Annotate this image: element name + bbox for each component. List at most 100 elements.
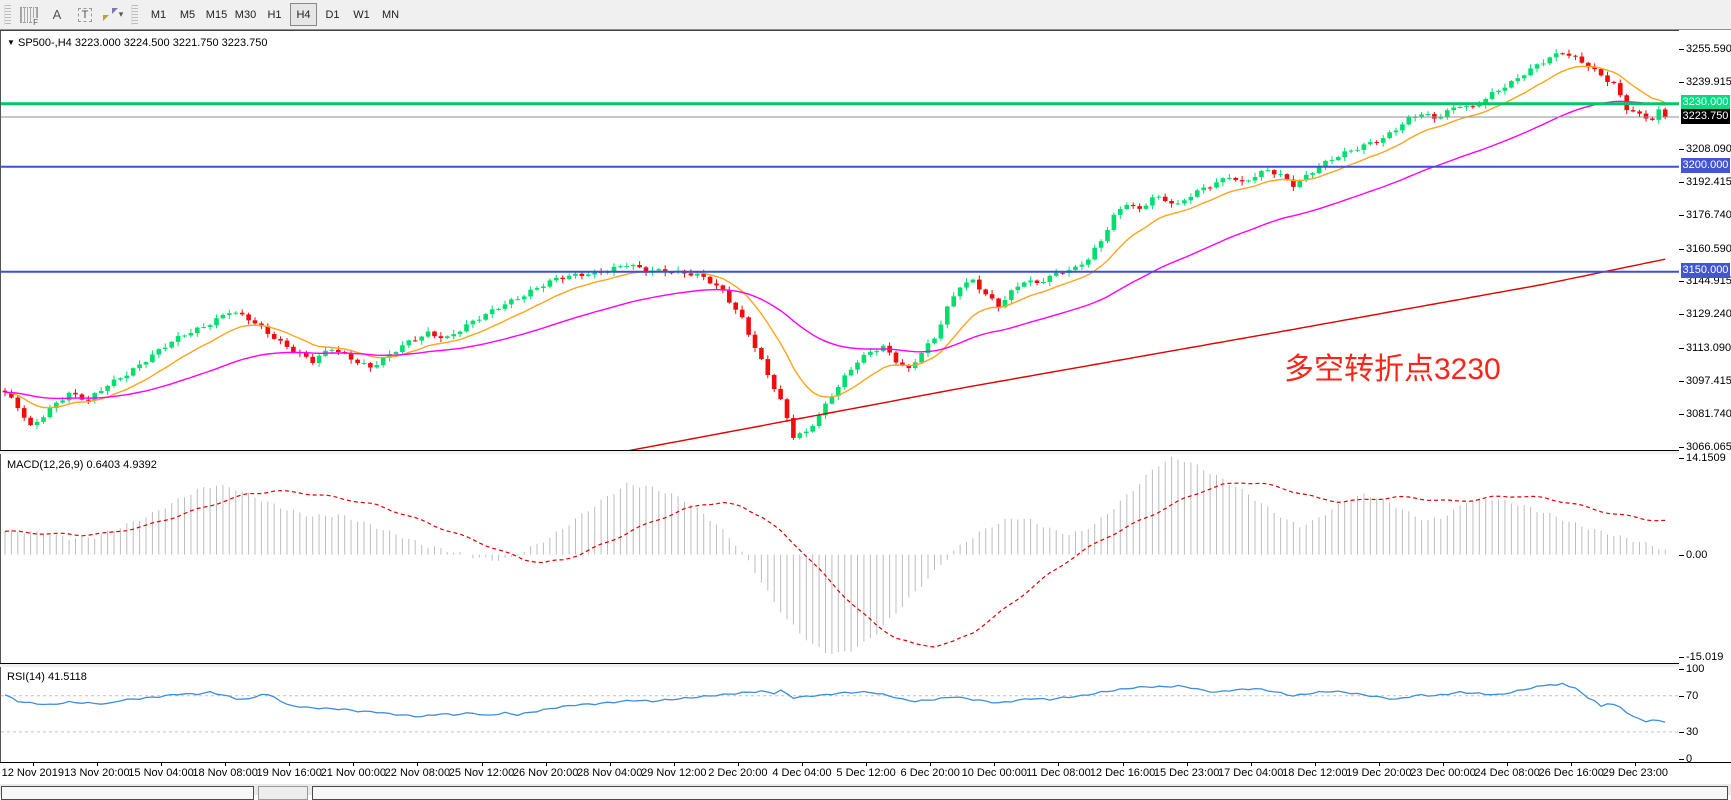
rsi-tick-label: 0 [1686,752,1693,765]
status-bar-segment [312,786,1728,800]
date-tick-mark [1507,763,1509,766]
date-label: 17 Dec 04:00 [1217,767,1284,779]
arrow-label-icon[interactable]: A [52,7,62,22]
date-label: 12 Dec 16:00 [1089,767,1156,779]
date-tick-mark [225,763,227,766]
date-tick-mark [32,763,34,766]
text-tool-icon[interactable]: T [73,3,97,27]
date-label: 21 Nov 00:00 [320,767,387,779]
date-label: 24 Dec 08:00 [1474,767,1540,779]
timeframe-button-m5[interactable]: M5 [179,8,196,21]
dropdown-caret-icon: ▾ [118,9,124,19]
macd-indicator-panel[interactable] [0,454,1680,663]
rsi-indicator-panel[interactable] [0,667,1680,762]
axis-tick-mark [1679,248,1684,250]
price-badge: 3230.000 [1681,95,1730,111]
grid-properties-icon[interactable]: F [17,3,41,27]
axis-tick-mark [1679,214,1684,216]
price-badge: 3150.000 [1681,263,1730,279]
price-badge: 3200.000 [1681,158,1730,174]
axis-tick-mark [1679,381,1684,383]
slow-ma-line [623,258,1666,451]
price-tick-label: 3239.915 [1686,76,1731,88]
date-tick-mark [481,763,483,766]
date-tick-mark [994,763,996,766]
macd-tick-label: 0.00 [1686,548,1708,561]
timeframe-button-mn[interactable]: MN [381,8,400,21]
timeframe-button-h1[interactable]: H1 [267,8,282,21]
timeframe-toolbar-grip[interactable] [131,4,138,25]
date-label: 28 Nov 04:00 [576,767,643,779]
main-price-chart[interactable] [0,30,1680,451]
date-label: 2 Dec 20:00 [708,767,768,779]
date-label: 5 Dec 12:00 [836,767,896,779]
date-label: 18 Dec 12:00 [1282,767,1348,779]
date-tick-mark [737,763,739,766]
rsi-tick-label: 30 [1686,725,1699,738]
toolbar-grip[interactable] [4,4,11,25]
date-label: 6 Dec 20:00 [900,767,960,779]
macd-signal-line [4,482,1666,648]
timeframe-button-d1[interactable]: D1 [325,8,340,21]
price-tick-label: 3081.740 [1686,408,1731,420]
date-label: 4 Dec 04:00 [772,767,832,779]
macd-label: MACD(12,26,9) 0.6403 4.9392 [7,459,157,471]
price-tick-label: 3192.415 [1686,175,1731,188]
timeframe-button-m15[interactable]: M15 [205,8,228,21]
axis-tick-mark [1679,281,1684,283]
date-label: 10 Dec 00:00 [961,767,1028,779]
date-tick-mark [289,763,291,766]
price-axis[interactable]: 3255.590 3239.915 3208.090 3192.415 3176.740… [1679,30,1731,765]
macd-tick-label: 14.1509 [1686,452,1726,465]
axis-tick-mark [1679,446,1684,448]
date-label: 25 Nov 12:00 [448,767,515,779]
date-label: 19 Dec 20:00 [1346,767,1412,779]
mid-ma-line [4,100,1666,400]
timeframe-button-m1[interactable]: M1 [150,8,167,21]
axis-tick-mark [1679,758,1684,760]
date-tick-mark [1635,763,1637,766]
price-tick-label: 3066.065 [1686,440,1731,453]
axis-tick-mark [1679,49,1684,51]
date-label: 19 Nov 16:00 [256,767,322,779]
date-label: 26 Nov 20:00 [512,767,579,779]
price-tick-label: 3113.090 [1686,342,1731,355]
timeframe-button-m30[interactable]: M30 [234,8,257,21]
date-tick-mark [1250,763,1252,766]
price-tick-label: 3160.590 [1686,242,1731,255]
axis-tick-mark [1679,314,1684,316]
date-tick-mark [1186,763,1188,766]
price-tick-label: 3129.240 [1686,308,1731,321]
date-tick-mark [609,763,611,766]
rsi-label: RSI(14) 41.5118 [7,671,87,683]
date-axis[interactable]: 12 Nov 2019 13 Nov 20:00 15 Nov 04:00 18 No… [0,762,1731,785]
timeframe-button-w1[interactable]: W1 [353,8,370,21]
price-tick-label: 3144.915 [1686,275,1731,288]
status-bar-segment [258,786,308,800]
timeframe-button-h4[interactable]: H4 [290,3,317,26]
axis-tick-mark [1679,82,1684,83]
date-tick-mark [866,763,868,766]
collapse-triangle-icon[interactable]: ▼ [7,38,15,47]
date-label: 22 Nov 08:00 [384,767,451,779]
axis-tick-mark [1679,657,1684,658]
date-tick-mark [545,763,547,766]
date-tick-mark [1314,763,1316,766]
date-label: 15 Nov 04:00 [128,767,194,779]
axis-tick-mark [1679,731,1684,733]
axis-tick-mark [1679,554,1684,556]
axis-tick-mark [1679,695,1684,697]
cursor-arrows-icon[interactable]: ▾ [101,3,125,27]
candles-layer [2,53,1668,438]
grid-f-label: F [32,17,39,27]
date-tick-mark [930,763,932,766]
date-label: 29 Nov 12:00 [641,767,707,779]
rsi-tick-label: 70 [1686,689,1699,702]
timeframe-button-group: M1 M5 M15 M30 H1 H4 D1 W1 MN [144,3,405,26]
date-tick-mark [1571,763,1573,766]
status-bar [0,784,1731,800]
axis-tick-mark [1679,458,1684,460]
chart-annotation-text[interactable]: 多空转折点3230 [1284,353,1501,386]
date-label: 23 Dec 00:00 [1410,767,1476,779]
symbol-ohlc-header[interactable]: ▼ SP500-,H4 3223.000 3224.500 3221.750 3… [7,37,268,49]
